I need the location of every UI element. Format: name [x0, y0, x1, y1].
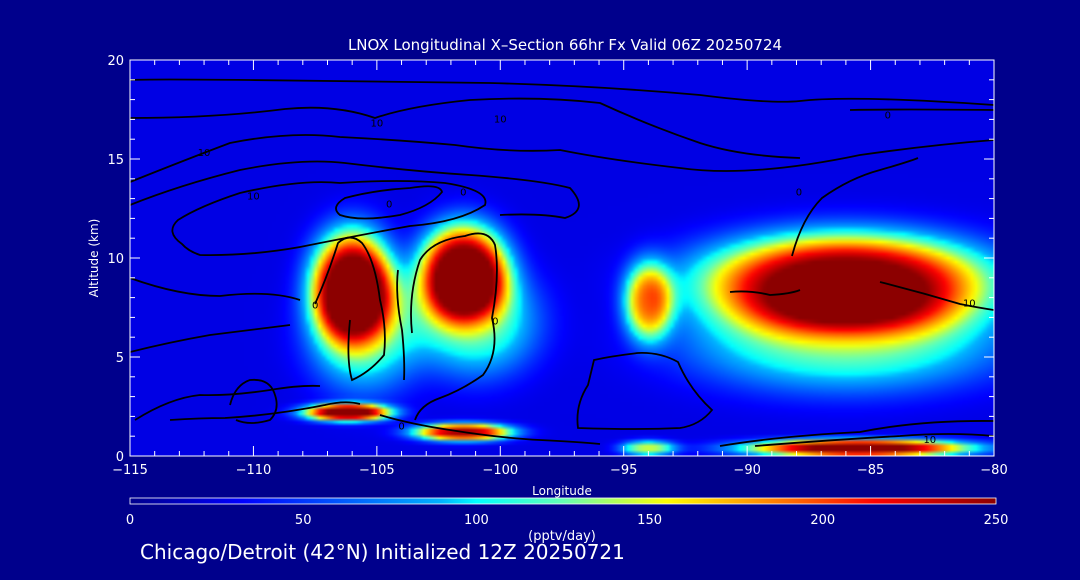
contour-line: [576, 352, 714, 430]
x-tick-label: −80: [980, 463, 1007, 478]
contour-line: [130, 134, 994, 183]
contour-label: 10: [370, 118, 383, 129]
contour-line: [754, 433, 994, 447]
contour-line: [130, 324, 291, 353]
y-tick-label: 5: [116, 351, 124, 366]
y-tick-label: 10: [107, 252, 124, 267]
y-axis-label: Altitude (km): [87, 219, 101, 298]
colorbar-tick-label: 250: [984, 513, 1009, 528]
x-tick-label: −100: [482, 463, 518, 478]
colorbar-tick-labels: 0 50 100 150 200 250: [126, 513, 1009, 528]
x-tick-label: −85: [857, 463, 884, 478]
contour-label: 0: [460, 188, 466, 199]
colorbar-tick-label: 0: [126, 513, 134, 528]
contour-label: 10: [963, 299, 976, 310]
colorbar: [129, 497, 997, 505]
colorbar-unit-label: (pptv/day): [528, 529, 596, 544]
x-tick-label: −105: [359, 463, 395, 478]
contour-label: 0: [885, 110, 891, 121]
x-tick-label: −95: [610, 463, 637, 478]
contour-line: [410, 232, 498, 421]
contour-line: [130, 277, 301, 301]
y-tick-label: 20: [107, 54, 124, 69]
contour-lines: [130, 78, 994, 447]
x-tick-label: −110: [236, 463, 272, 478]
contour-label: 0: [398, 421, 404, 432]
colorbar-tick-label: 200: [810, 513, 835, 528]
y-tick-label: 0: [116, 450, 124, 465]
contour-label: 0: [796, 188, 802, 199]
y-tick-label: 15: [107, 153, 124, 168]
x-tick-label: −90: [733, 463, 760, 478]
contour-label: 10: [198, 148, 211, 159]
x-axis: −115 −110 −105 −100 −95 −90 −85 −80: [112, 60, 1008, 478]
x-tick-label: −115: [112, 463, 148, 478]
x-axis-label: Longitude: [532, 484, 592, 498]
contour-line: [791, 157, 919, 257]
contour-label-group: 10 10 10 10 0 0 0 0 0 0 0 10 10: [198, 110, 976, 446]
chart-title: LNOX Longitudinal X–Section 66hr Fx Vali…: [348, 36, 782, 54]
contour-line: [879, 281, 994, 311]
colorbar-tick-label: 50: [295, 513, 312, 528]
contour-line: [379, 414, 601, 445]
contour-label: 0: [492, 316, 498, 327]
contour-line: [171, 180, 487, 256]
contour-line: [130, 78, 994, 106]
contour-line: [849, 108, 994, 111]
y-axis: 0 5 10 15 20: [107, 54, 994, 465]
contour-line: [169, 401, 361, 421]
colorbar-tick-label: 150: [637, 513, 662, 528]
contour-label: 10: [247, 192, 260, 203]
contour-line: [719, 420, 994, 447]
contour-line: [134, 384, 321, 421]
contour-line: [396, 269, 406, 381]
contour-label: 10: [494, 114, 507, 125]
footer-caption: Chicago/Detroit (42°N) Initialized 12Z 2…: [140, 540, 625, 564]
colorbar-tick-label: 100: [464, 513, 489, 528]
contour-label: 10: [923, 435, 936, 446]
lnox-heatmap-field: [130, 60, 994, 456]
contour-line: [314, 236, 386, 382]
contour-label: 0: [312, 301, 318, 312]
contour-line: [229, 378, 278, 424]
contour-line: [130, 97, 801, 159]
contour-line: [130, 160, 580, 219]
contour-line: [729, 289, 801, 296]
contour-line: [335, 185, 443, 220]
contour-label: 0: [386, 200, 392, 211]
